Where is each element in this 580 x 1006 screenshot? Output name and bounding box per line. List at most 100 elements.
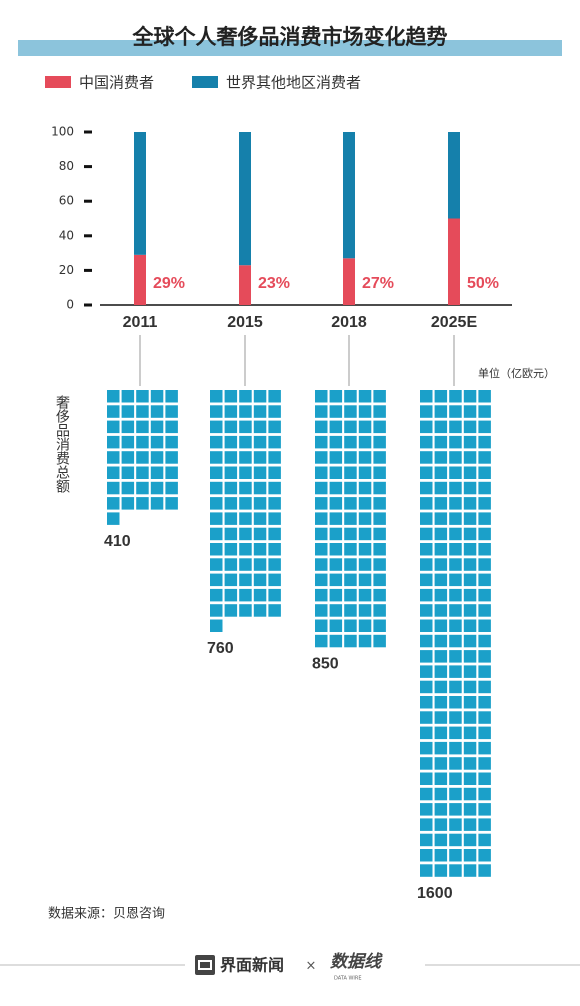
waffle-cell — [449, 864, 462, 877]
waffle-cell — [329, 390, 343, 403]
waffle-cell — [434, 527, 448, 541]
waffle-cell — [463, 711, 477, 724]
waffle-cell — [420, 696, 433, 709]
waffle-cell — [239, 451, 252, 464]
bar-segment — [448, 218, 460, 305]
waffle-cell — [463, 588, 477, 602]
legend-label: 中国消费者 — [79, 74, 154, 92]
footer-gap — [185, 950, 425, 980]
waffle-cell — [373, 466, 386, 479]
waffle-cell — [449, 634, 462, 648]
waffle-cell — [478, 435, 491, 449]
waffle-cell — [434, 757, 448, 770]
waffle-cell — [358, 451, 372, 464]
waffle-cell — [315, 527, 328, 541]
waffle-cell — [420, 390, 433, 403]
bar-segment — [134, 132, 146, 255]
waffle-cell — [463, 696, 477, 709]
x-tick-label: 2018 — [331, 314, 367, 331]
waffle-cell — [449, 573, 462, 587]
waffle-cell — [449, 497, 462, 510]
waffle-cell — [344, 588, 357, 602]
waffle-cell — [463, 481, 477, 495]
waffle-cell — [434, 650, 448, 663]
waffle-cell — [478, 497, 491, 510]
waffle-cell — [358, 573, 372, 587]
waffle-cell — [463, 451, 477, 464]
waffle-cell — [434, 787, 448, 801]
waffle-cell — [478, 680, 491, 694]
waffle-cell — [449, 833, 462, 847]
waffle-cell — [449, 757, 462, 770]
waffle-cell — [463, 390, 477, 403]
waffle-cell — [420, 741, 433, 755]
waffle-cell — [224, 435, 238, 449]
waffle-cell — [315, 435, 328, 449]
waffle-cell — [449, 558, 462, 571]
waffle-cell — [121, 435, 135, 449]
waffle-cell — [420, 864, 433, 877]
waffle-cell — [329, 588, 343, 602]
waffle-cell — [420, 481, 433, 495]
waffle-cell — [136, 420, 149, 434]
waffle-cell — [344, 481, 357, 495]
waffle-cell — [420, 711, 433, 724]
waffle-cell — [210, 573, 223, 587]
waffle-cell — [434, 619, 448, 632]
waffle-cell — [329, 466, 343, 479]
waffle-cell — [315, 405, 328, 418]
waffle-cell — [239, 481, 252, 495]
waffle-cell — [434, 512, 448, 525]
waffle — [210, 390, 281, 632]
y-tick-label: 100 — [51, 125, 74, 139]
waffle-cell — [463, 680, 477, 694]
waffle-cell — [478, 711, 491, 724]
waffle-cell — [268, 588, 281, 602]
bar-segment — [343, 132, 355, 259]
waffle-cell — [478, 665, 491, 678]
waffle-cell — [434, 588, 448, 602]
waffle-cell — [463, 818, 477, 831]
waffle-cell — [253, 390, 267, 403]
waffle-cell — [478, 512, 491, 525]
waffle-cell — [268, 527, 281, 541]
waffle-cell — [210, 466, 223, 479]
waffle-cell — [315, 634, 328, 648]
waffle-cell — [420, 634, 433, 648]
waffle-cell — [420, 803, 433, 816]
y-axis-label: 奢侈品消费总额 — [54, 395, 70, 493]
waffle-cell — [434, 818, 448, 831]
waffle-cell — [136, 466, 149, 479]
waffle-cell — [420, 665, 433, 678]
waffle-cell — [210, 481, 223, 495]
waffle-cell — [420, 604, 433, 617]
waffle-cell — [253, 420, 267, 434]
waffle-cell — [478, 650, 491, 663]
waffle-cell — [210, 604, 223, 617]
waffle-cell — [373, 634, 386, 648]
footer-separator: × — [306, 959, 317, 974]
waffle-cell — [315, 466, 328, 479]
waffle-cell — [463, 726, 477, 740]
waffle — [420, 390, 491, 877]
value-label: 29% — [153, 275, 185, 292]
waffle-label: 1600 — [417, 885, 453, 902]
waffle-cell — [329, 497, 343, 510]
bar-segment — [134, 254, 146, 305]
waffle-cell — [121, 451, 135, 464]
waffle-cell — [463, 405, 477, 418]
waffle-cell — [253, 405, 267, 418]
waffle-cell — [329, 558, 343, 571]
waffle-cell — [420, 833, 433, 847]
waffle-cell — [478, 726, 491, 740]
waffle-cell — [420, 726, 433, 740]
waffle-cell — [107, 512, 120, 525]
waffle-cell — [107, 390, 120, 403]
waffle-cell — [268, 466, 281, 479]
waffle-cell — [420, 512, 433, 525]
waffle-cell — [420, 420, 433, 434]
waffle-cell — [449, 818, 462, 831]
waffle-cell — [344, 558, 357, 571]
waffle-cell — [358, 512, 372, 525]
waffle-cell — [434, 420, 448, 434]
